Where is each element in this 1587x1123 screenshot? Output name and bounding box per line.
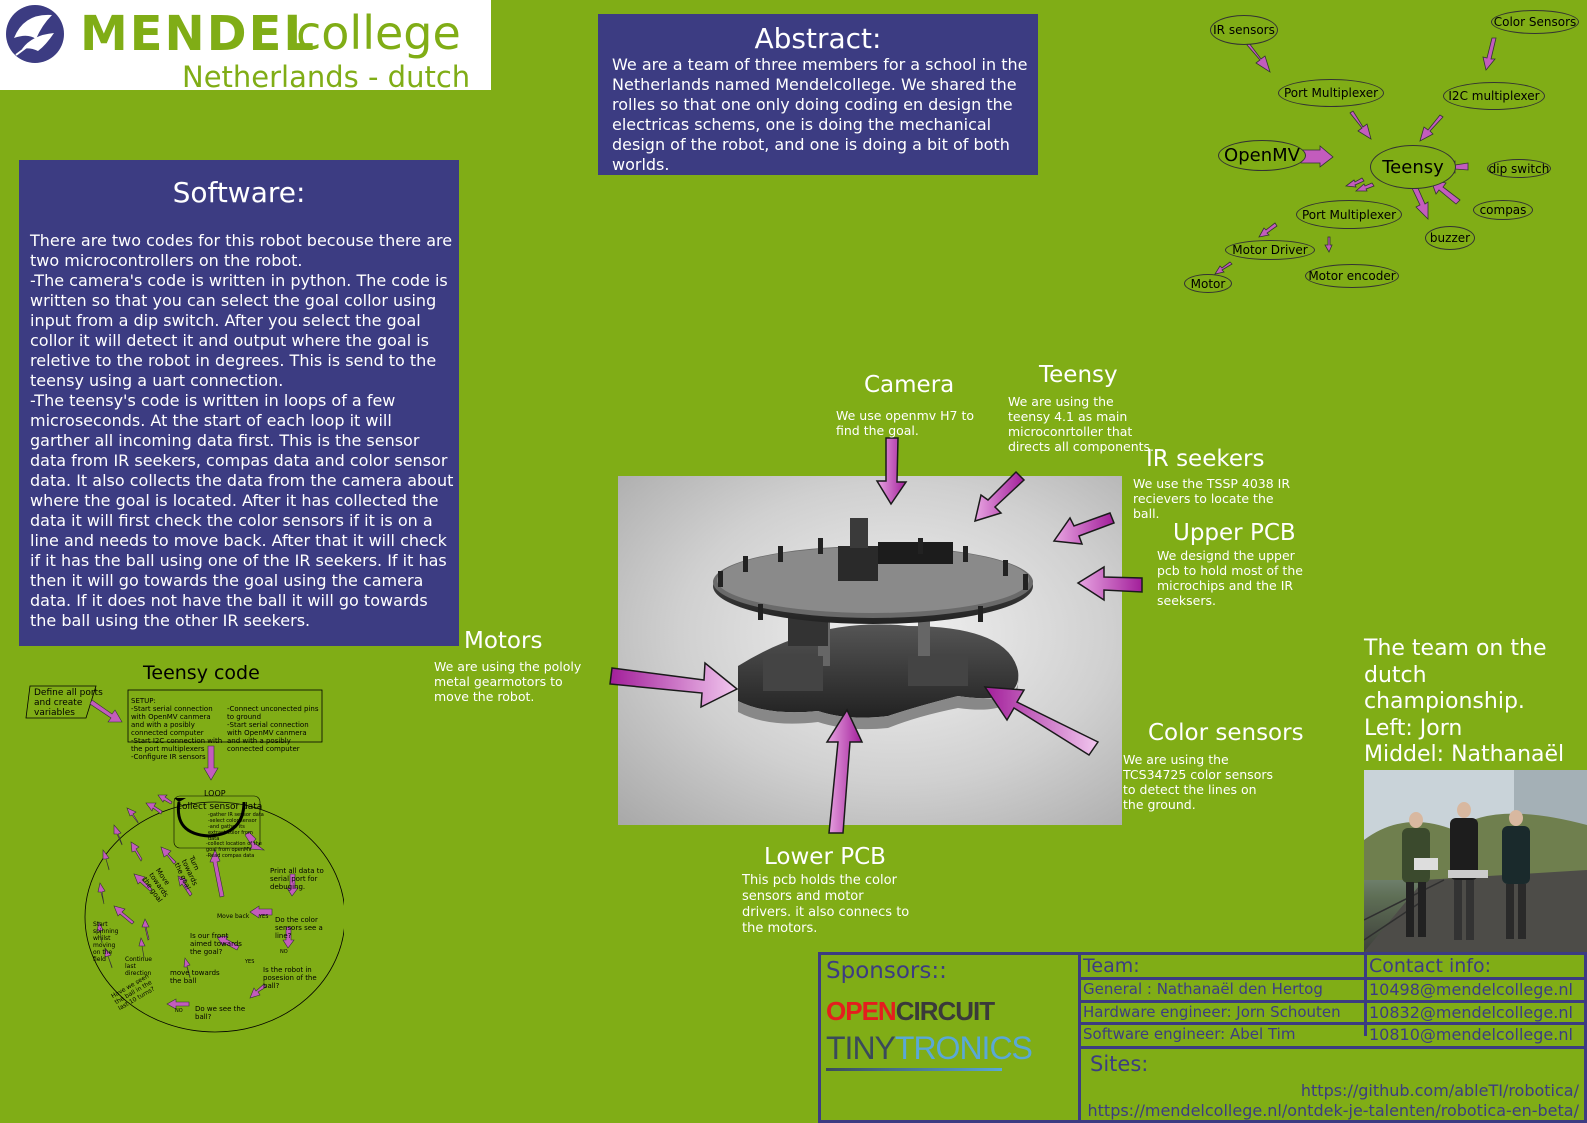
color-sensors-title: Color sensors bbox=[1148, 720, 1304, 746]
abstract-title: Abstract: bbox=[754, 22, 882, 55]
tinytronics-tronics: TRONICS bbox=[894, 1030, 1033, 1066]
tinytronics-underline bbox=[826, 1068, 1002, 1071]
opencircuit-open: OPEN bbox=[826, 996, 897, 1026]
upper-pcb-text: We designd the upper pcb to hold most of… bbox=[1157, 548, 1303, 608]
software-panel: Software: There are two codes for this r… bbox=[19, 160, 459, 646]
team-photo bbox=[1364, 770, 1587, 952]
node-motor: Motor bbox=[1184, 274, 1232, 293]
motors-text: We are using the pololy metal gearmotors… bbox=[434, 659, 582, 704]
team-member-1: General : Nathanaël den Hertog bbox=[1083, 980, 1323, 998]
contact-email-2[interactable]: 10832@mendelcollege.nl bbox=[1369, 1003, 1573, 1022]
team-caption-line1: The team on the bbox=[1364, 636, 1547, 661]
tc-setup-title: SETUP: bbox=[131, 697, 156, 705]
contact-title: Contact info: bbox=[1369, 955, 1491, 977]
logo-wordmark-college: college bbox=[296, 6, 461, 60]
site-link-github[interactable]: https://github.com/ableTI/robotica/ bbox=[1300, 1081, 1579, 1100]
ir-seekers-title: IR seekers bbox=[1146, 446, 1265, 472]
tinytronics-tiny: TINY bbox=[826, 1030, 896, 1066]
tc-loop: LOOP bbox=[204, 789, 226, 798]
table-row-line-2 bbox=[1078, 1000, 1587, 1003]
tc-collect-detail: -gather IR sensor data -select color sen… bbox=[208, 812, 264, 842]
tc-posesion: Is the robot in posesion of the ball? bbox=[263, 966, 317, 990]
tc-setup-left: -Start serial connection with OpenMV can… bbox=[131, 705, 223, 761]
node-teensy: Teensy bbox=[1370, 145, 1456, 189]
table-divider-1 bbox=[1078, 952, 1081, 1123]
upper-pcb-title: Upper PCB bbox=[1173, 520, 1296, 546]
info-table bbox=[818, 952, 1587, 1123]
abstract-text: We are a team of three members for a sch… bbox=[612, 55, 1028, 174]
node-motor-encoder: Motor encoder bbox=[1305, 264, 1399, 288]
logo-panel: MENDEL college Netherlands - dutch bbox=[0, 0, 491, 94]
node-color-sensors: Color Sensors bbox=[1491, 10, 1579, 34]
ir-seekers-text: We use the TSSP 4038 IR recievers to loc… bbox=[1133, 476, 1291, 521]
tc-yes-1: YES bbox=[259, 914, 269, 920]
teensy-title: Teensy bbox=[1039, 362, 1118, 388]
butterfly-logo-icon bbox=[6, 5, 64, 63]
robot-render bbox=[618, 476, 1122, 825]
tc-collect-detail2: -collect location of the goal from openM… bbox=[206, 841, 262, 859]
team-caption-line2: dutch championship. bbox=[1364, 662, 1525, 715]
tc-see-ball: Do we see the ball? bbox=[195, 1005, 246, 1021]
sites-title: Sites: bbox=[1090, 1052, 1149, 1076]
software-text: There are two codes for this robot becou… bbox=[30, 231, 454, 630]
motors-title: Motors bbox=[464, 628, 543, 654]
camera-title: Camera bbox=[864, 372, 955, 398]
teensy-code-title: Teensy code bbox=[143, 662, 260, 684]
logo-subtitle: Netherlands - dutch bbox=[182, 60, 471, 94]
lower-pcb-text: This pcb holds the color sensors and mot… bbox=[742, 873, 910, 936]
node-i2c-multiplexer: I2C multiplexer bbox=[1443, 82, 1545, 110]
node-port-multiplexer-bottom: Port Multiplexer bbox=[1296, 200, 1402, 229]
sponsors-title: Sponsors:: bbox=[826, 958, 947, 984]
teensy-text: We are using the teensy 4.1 as main micr… bbox=[1008, 394, 1155, 454]
tc-move-back: Move back bbox=[217, 913, 250, 920]
tc-setup-right: -Connect unconected pins to ground -Star… bbox=[227, 705, 319, 753]
opencircuit-logo: OPENCIRCUIT bbox=[826, 996, 995, 1027]
node-buzzer: buzzer bbox=[1425, 226, 1475, 250]
tc-start-spinning: Start spinning whilst moving on the fiel… bbox=[93, 921, 119, 963]
tc-yes-2: YES bbox=[245, 959, 255, 965]
software-title: Software: bbox=[172, 176, 306, 209]
site-link-mendelcollege[interactable]: https://mendelcollege.nl/ontdek-je-talen… bbox=[1087, 1101, 1580, 1120]
team-member-2: Hardware engineer: Jorn Schouten bbox=[1083, 1003, 1341, 1021]
lower-pcb-title: Lower PCB bbox=[764, 844, 886, 870]
tc-no-1: NO bbox=[175, 1008, 183, 1014]
table-row-line-1 bbox=[1078, 977, 1587, 980]
tc-print: Print all data to serial port for debugi… bbox=[270, 867, 324, 891]
tc-color-check: Do the color sensors see a line? bbox=[275, 916, 323, 940]
team-photo-illustration bbox=[1364, 770, 1587, 952]
node-port-multiplexer-top: Port Multiplexer bbox=[1278, 79, 1384, 107]
tc-no-2: NO bbox=[280, 949, 288, 955]
node-motor-driver: Motor Driver bbox=[1225, 240, 1315, 260]
teensy-code-flowchart bbox=[25, 685, 344, 1033]
node-dip-switch: dip switch bbox=[1487, 159, 1551, 178]
node-ir-sensors: IR sensors bbox=[1210, 15, 1278, 45]
logo-wordmark-mendel: MENDEL bbox=[80, 6, 316, 62]
table-row-line-4 bbox=[1078, 1046, 1587, 1049]
tinytronics-logo: TINYTRONICS bbox=[826, 1030, 1033, 1067]
team-title: Team: bbox=[1083, 955, 1140, 977]
camera-text: We use openmv H7 to find the goal. bbox=[836, 408, 975, 438]
color-sensors-text: We are using the TCS34725 color sensors … bbox=[1123, 752, 1273, 812]
abstract-panel: Abstract: We are a team of three members… bbox=[598, 14, 1038, 175]
contact-email-1[interactable]: 10498@mendelcollege.nl bbox=[1369, 980, 1573, 999]
tc-collect: collect sensor data bbox=[177, 802, 263, 812]
contact-email-3[interactable]: 10810@mendelcollege.nl bbox=[1369, 1025, 1573, 1044]
tc-continue: Continue last direction bbox=[125, 956, 152, 977]
node-compas: compas bbox=[1473, 200, 1533, 220]
node-openmv: OpenMV bbox=[1218, 140, 1306, 171]
team-member-3: Software engineer: Abel Tim bbox=[1083, 1025, 1296, 1043]
table-divider-2 bbox=[1364, 952, 1367, 1036]
table-row-line-3 bbox=[1078, 1022, 1587, 1025]
team-caption-line3: Left: Jorn bbox=[1364, 715, 1463, 741]
tc-define: Define all ports and create variables bbox=[34, 688, 103, 718]
team-caption-line4: Middel: Nathanaël bbox=[1364, 742, 1565, 767]
tc-front-aimed: Is our front aimed towards the goal? bbox=[190, 932, 242, 956]
opencircuit-circuit: CIRCUIT bbox=[895, 996, 995, 1026]
tc-move-ball: move towards the ball bbox=[170, 969, 220, 985]
robot-illustration bbox=[713, 518, 1033, 730]
